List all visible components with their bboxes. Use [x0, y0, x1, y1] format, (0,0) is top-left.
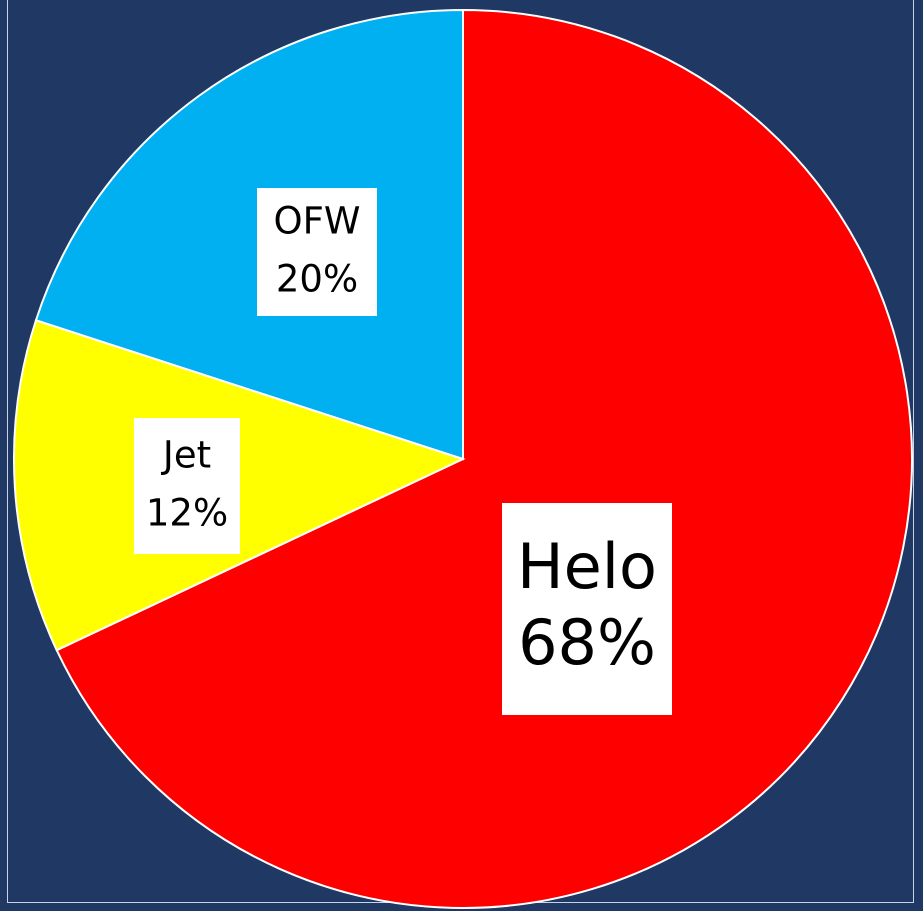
- data-label-value-ofw: 20%: [276, 258, 358, 301]
- data-label-jet: Jet 12%: [134, 418, 240, 554]
- data-label-ofw: OFW 20%: [257, 188, 377, 316]
- data-label-category-jet: Jet: [161, 434, 211, 477]
- pie-slice-helo: [55, 8, 913, 909]
- data-label-box-helo: [502, 503, 672, 715]
- data-label-value-jet: 12%: [146, 492, 228, 535]
- pie-slice-ofw: [34, 8, 464, 461]
- data-label-box-ofw: [257, 188, 377, 316]
- data-label-category-helo: Helo: [517, 530, 657, 603]
- data-label-value-helo: 68%: [518, 606, 656, 679]
- data-label-box-jet: [134, 418, 240, 554]
- data-label-category-ofw: OFW: [274, 200, 361, 243]
